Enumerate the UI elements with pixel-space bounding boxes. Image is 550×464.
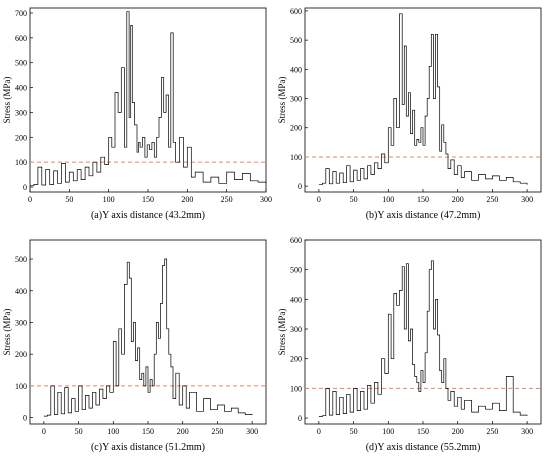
y-tick-label: 500 — [290, 36, 302, 45]
x-tick-label: 200 — [452, 195, 464, 204]
chart-c-svg: 0 50 100 150 200 250 300 0 100 200 300 400 500 Stress… — [2, 239, 267, 453]
y-tick-label: 300 — [290, 95, 302, 104]
x-tick-label: 100 — [103, 195, 115, 204]
x-tick-label: 250 — [211, 427, 223, 436]
y-tick-label: 400 — [290, 295, 302, 304]
y-tick-label: 200 — [15, 350, 27, 359]
plot-frame — [304, 7, 542, 193]
x-tick-label: 0 — [28, 195, 32, 204]
plot-frame — [29, 239, 267, 425]
y-axis-title: Stress (MPa) — [2, 309, 12, 356]
x-tick-label: 250 — [486, 195, 498, 204]
y-tick-label: 0 — [298, 182, 302, 191]
y-tick-label: 600 — [15, 34, 27, 43]
y-tick-label: 100 — [290, 384, 302, 393]
y-axis-title: Stress (MPa) — [277, 77, 287, 124]
y-tick-label: 0 — [23, 414, 27, 423]
chart-a-svg: 0 50 100 150 200 250 300 0 100 200 300 400 500 600 700… — [2, 7, 272, 221]
y-tick-label: 600 — [290, 7, 302, 16]
x-tick-label: 250 — [221, 195, 233, 204]
x-tick-label: 150 — [417, 195, 429, 204]
x-tick-label: 300 — [246, 427, 258, 436]
x-tick-label: 0 — [317, 195, 321, 204]
y-tick-label: 0 — [23, 183, 27, 192]
stress-series-line — [43, 258, 253, 417]
x-tick-label: 150 — [142, 427, 154, 436]
chart-b-svg: 0 50 100 150 200 250 300 0 100 200 300 400 500 600 Str… — [277, 7, 542, 221]
chart-caption: (b)Y axis distance (47.2mm) — [366, 210, 481, 221]
y-tick-label: 200 — [15, 133, 27, 142]
stress-series-line — [30, 11, 267, 187]
y-tick-label: 500 — [15, 255, 27, 264]
x-tick-label: 0 — [317, 427, 321, 436]
y-tick-label: 100 — [15, 382, 27, 391]
chart-d-svg: 0 50 100 150 200 250 300 0 100 200 300 400 500 600 Str… — [277, 236, 542, 453]
x-tick-label: 50 — [350, 427, 358, 436]
x-tick-label: 300 — [521, 195, 533, 204]
x-tick-label: 300 — [260, 195, 272, 204]
x-tick-label: 100 — [107, 427, 119, 436]
chart-panel-c: 0 50 100 150 200 250 300 0 100 200 300 400 500 Stress… — [0, 232, 275, 464]
chart-panel-d: 0 50 100 150 200 250 300 0 100 200 300 400 500 600 Str… — [275, 232, 550, 464]
chart-caption: (d)Y axis distance (55.2mm) — [366, 442, 481, 453]
x-tick-label: 150 — [417, 427, 429, 436]
x-tick-label: 200 — [181, 195, 193, 204]
x-tick-label: 50 — [75, 427, 83, 436]
chart-panel-b: 0 50 100 150 200 250 300 0 100 200 300 400 500 600 Str… — [275, 0, 550, 232]
stress-series-line — [318, 260, 528, 417]
x-tick-label: 100 — [382, 427, 394, 436]
chart-panel-a: 0 50 100 150 200 250 300 0 100 200 300 400 500 600 700… — [0, 0, 275, 232]
x-tick-label: 200 — [177, 427, 189, 436]
y-tick-label: 400 — [15, 84, 27, 93]
chart-caption: (c)Y axis distance (51.2mm) — [91, 442, 205, 453]
plot-frame — [304, 239, 542, 425]
y-tick-label: 500 — [15, 59, 27, 68]
y-tick-label: 300 — [15, 108, 27, 117]
stress-series-line — [318, 13, 528, 186]
chart-caption: (a)Y axis distance (43.2mm) — [91, 210, 205, 221]
y-tick-label: 0 — [298, 414, 302, 423]
x-tick-label: 0 — [42, 427, 46, 436]
y-tick-label: 700 — [15, 9, 27, 18]
y-tick-label: 400 — [290, 65, 302, 74]
x-tick-label: 150 — [142, 195, 154, 204]
y-axis-title: Stress (MPa) — [277, 309, 287, 356]
x-tick-label: 50 — [350, 195, 358, 204]
x-tick-label: 250 — [486, 427, 498, 436]
y-tick-label: 100 — [290, 153, 302, 162]
y-tick-label: 300 — [15, 318, 27, 327]
y-axis-title: Stress (MPa) — [2, 77, 12, 124]
y-tick-label: 600 — [290, 236, 302, 245]
x-tick-label: 100 — [382, 195, 394, 204]
x-tick-label: 300 — [521, 427, 533, 436]
y-tick-label: 200 — [290, 355, 302, 364]
x-tick-label: 200 — [452, 427, 464, 436]
y-tick-label: 400 — [15, 287, 27, 296]
y-tick-label: 100 — [15, 158, 27, 167]
y-tick-label: 200 — [290, 124, 302, 133]
y-tick-label: 500 — [290, 266, 302, 275]
x-tick-label: 50 — [65, 195, 73, 204]
y-tick-label: 300 — [290, 325, 302, 334]
